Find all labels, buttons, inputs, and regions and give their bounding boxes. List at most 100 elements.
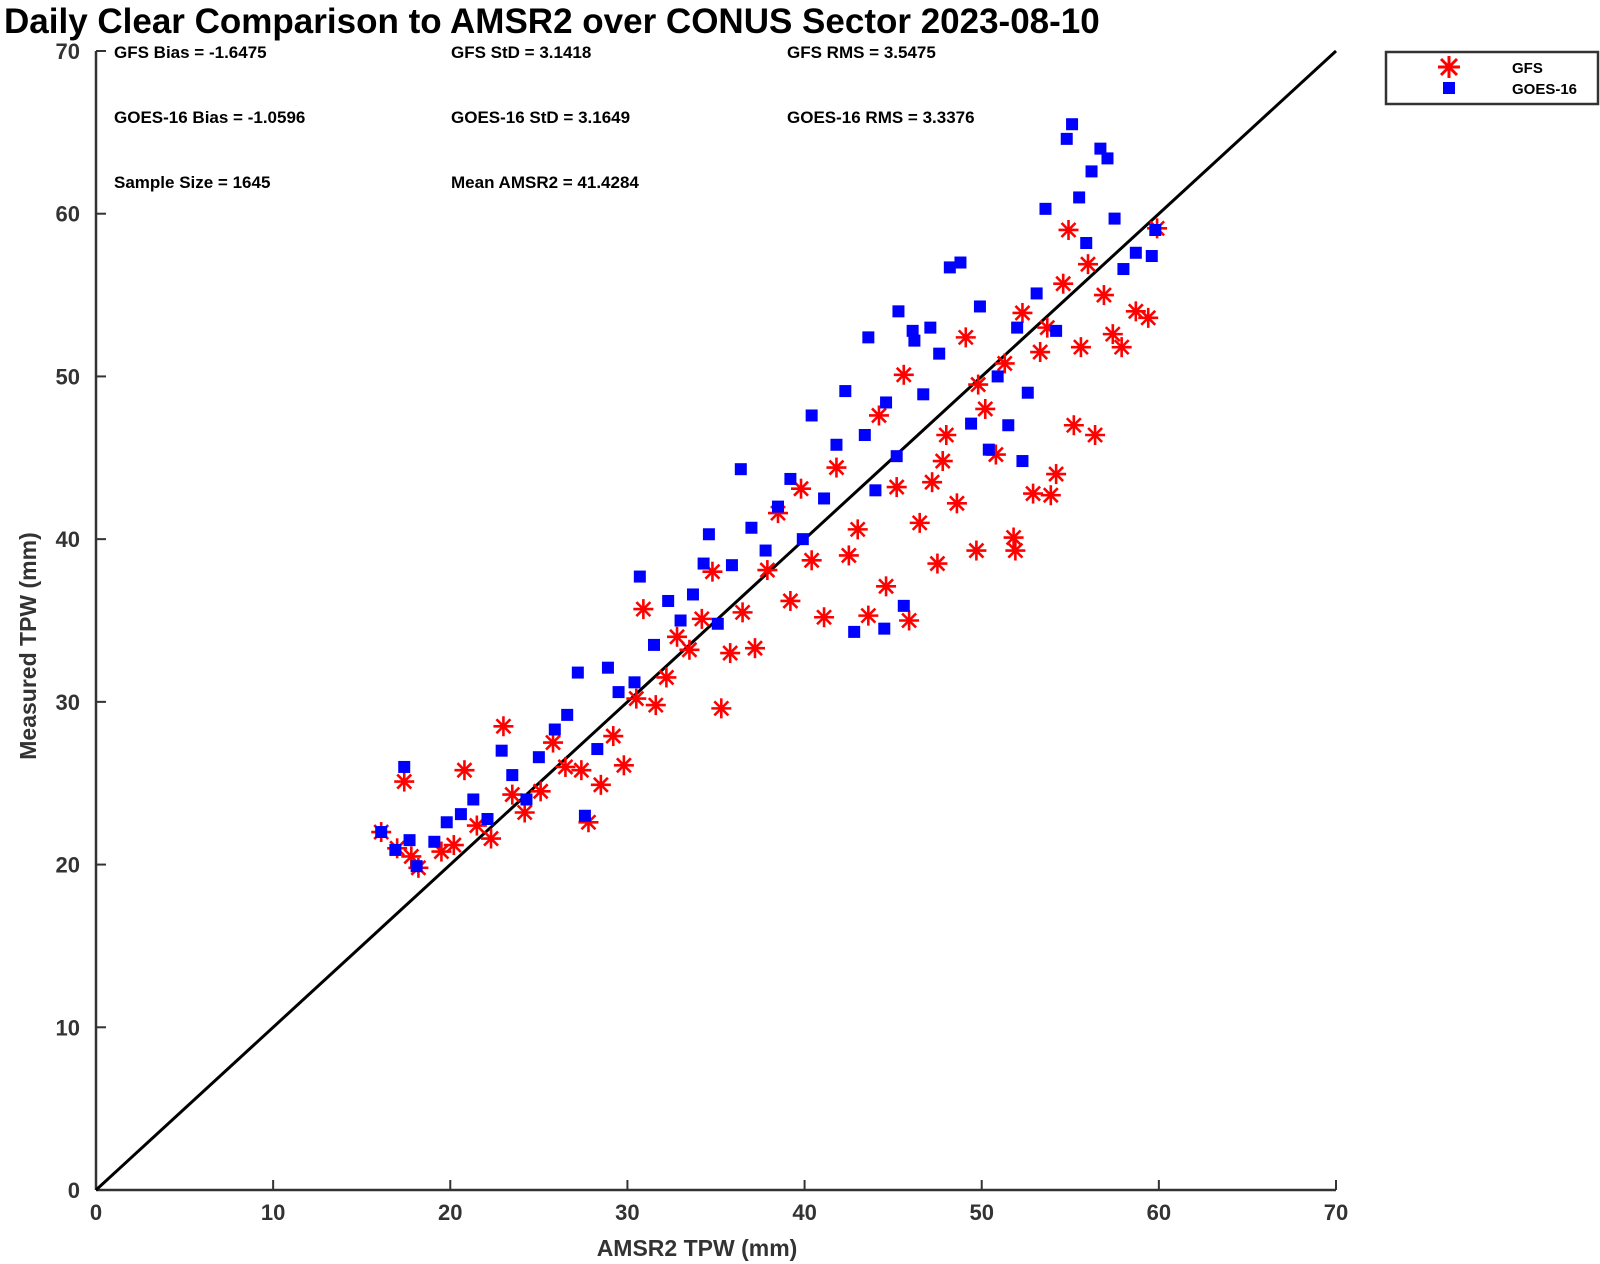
gfs-point bbox=[514, 802, 535, 823]
goes-point bbox=[591, 743, 604, 756]
gfs-point bbox=[1030, 342, 1051, 363]
gfs-point bbox=[394, 771, 415, 792]
gfs-point bbox=[656, 667, 677, 688]
gfs-point bbox=[814, 607, 835, 628]
goes-point bbox=[917, 388, 930, 401]
x-tick-label: 60 bbox=[1147, 1200, 1171, 1225]
gfs-point bbox=[955, 327, 976, 348]
gfs-point bbox=[1085, 425, 1106, 446]
gfs-point bbox=[1053, 273, 1074, 294]
goes-point bbox=[1145, 250, 1158, 263]
gfs-point bbox=[603, 726, 624, 747]
goes-point bbox=[818, 492, 831, 505]
data-points bbox=[371, 118, 1168, 878]
gfs-point bbox=[1078, 254, 1098, 275]
goes-point bbox=[1021, 386, 1034, 399]
goes-point bbox=[897, 599, 910, 612]
goes-point bbox=[601, 661, 614, 674]
goes-point bbox=[697, 557, 710, 570]
goes-point bbox=[796, 533, 809, 546]
x-tick-label: 50 bbox=[969, 1200, 993, 1225]
goes-point bbox=[784, 472, 797, 485]
gfs-point bbox=[946, 493, 967, 514]
gfs-point bbox=[454, 760, 475, 781]
gfs-point bbox=[899, 610, 920, 631]
goes-point bbox=[454, 808, 467, 821]
gfs-point bbox=[791, 478, 812, 499]
y-tick-label: 70 bbox=[56, 39, 80, 64]
gfs-point bbox=[1063, 415, 1084, 436]
goes-point bbox=[1129, 246, 1142, 259]
goes-point bbox=[506, 769, 519, 782]
gfs-point bbox=[757, 560, 778, 581]
gfs-point bbox=[443, 835, 464, 856]
y-tick-label: 50 bbox=[56, 364, 80, 389]
y-axis-title: Measured TPW (mm) bbox=[15, 532, 41, 759]
gfs-point bbox=[720, 643, 741, 664]
x-tick-label: 0 bbox=[90, 1200, 102, 1225]
gfs-point bbox=[994, 353, 1015, 374]
gfs-point bbox=[1102, 324, 1123, 345]
goes-point bbox=[1094, 142, 1107, 155]
goes-point bbox=[403, 834, 416, 847]
goes-point bbox=[1066, 118, 1079, 131]
goes-point bbox=[1085, 165, 1098, 178]
legend-goes-marker bbox=[1443, 82, 1455, 94]
stat-mean-amsr2: Mean AMSR2 = 41.4284 bbox=[451, 173, 639, 192]
goes-point bbox=[428, 835, 441, 848]
stats-block: GFS Bias = -1.6475 GFS StD = 3.1418 GFS … bbox=[114, 43, 975, 192]
goes-point bbox=[1016, 455, 1029, 468]
gfs-point bbox=[555, 756, 576, 777]
x-tick-label: 10 bbox=[261, 1200, 285, 1225]
goes-point bbox=[745, 521, 758, 534]
goes-point bbox=[924, 321, 937, 334]
gfs-point bbox=[1138, 307, 1159, 328]
goes-point bbox=[578, 809, 591, 822]
gfs-point bbox=[1058, 219, 1079, 240]
goes-point bbox=[954, 256, 967, 269]
goes-point bbox=[1011, 321, 1024, 334]
goes-point bbox=[612, 686, 625, 699]
goes-point bbox=[908, 334, 921, 347]
y-tick-label: 40 bbox=[56, 527, 80, 552]
gfs-point bbox=[732, 602, 753, 623]
goes-point bbox=[1108, 212, 1121, 225]
gfs-point bbox=[1005, 540, 1026, 561]
stat-goes-rms: GOES-16 RMS = 3.3376 bbox=[787, 108, 975, 127]
gfs-point bbox=[1046, 464, 1067, 485]
goes-point bbox=[410, 860, 423, 873]
gfs-point bbox=[481, 828, 502, 849]
goes-point bbox=[389, 843, 402, 856]
goes-point bbox=[711, 617, 724, 630]
goes-point bbox=[878, 622, 891, 635]
x-tick-label: 40 bbox=[792, 1200, 816, 1225]
gfs-point bbox=[702, 561, 723, 582]
gfs-point bbox=[826, 457, 847, 478]
goes-point bbox=[571, 666, 584, 679]
gfs-point bbox=[936, 425, 957, 446]
y-tick-label: 30 bbox=[56, 690, 80, 715]
gfs-point bbox=[679, 639, 700, 660]
y-tick-label: 10 bbox=[56, 1015, 80, 1040]
stat-goes-bias: GOES-16 Bias = -1.0596 bbox=[114, 108, 305, 127]
goes-point bbox=[375, 826, 388, 839]
goes-point bbox=[759, 544, 772, 557]
goes-point bbox=[633, 570, 646, 583]
y-tick-label: 0 bbox=[68, 1178, 80, 1203]
gfs-point bbox=[744, 638, 765, 659]
gfs-point bbox=[868, 405, 889, 426]
gfs-point bbox=[975, 398, 996, 419]
goes-point bbox=[440, 816, 453, 829]
goes-point bbox=[973, 300, 986, 313]
stat-goes-std: GOES-16 StD = 3.1649 bbox=[451, 108, 630, 127]
gfs-point bbox=[838, 545, 859, 566]
goes-point bbox=[398, 760, 411, 773]
gfs-point bbox=[691, 608, 712, 629]
x-axis-title: AMSR2 TPW (mm) bbox=[597, 1235, 798, 1261]
gfs-point bbox=[626, 688, 647, 709]
goes-point bbox=[982, 443, 995, 456]
gfs-point bbox=[1070, 337, 1091, 358]
gfs-point bbox=[590, 774, 611, 795]
goes-point bbox=[965, 417, 978, 430]
